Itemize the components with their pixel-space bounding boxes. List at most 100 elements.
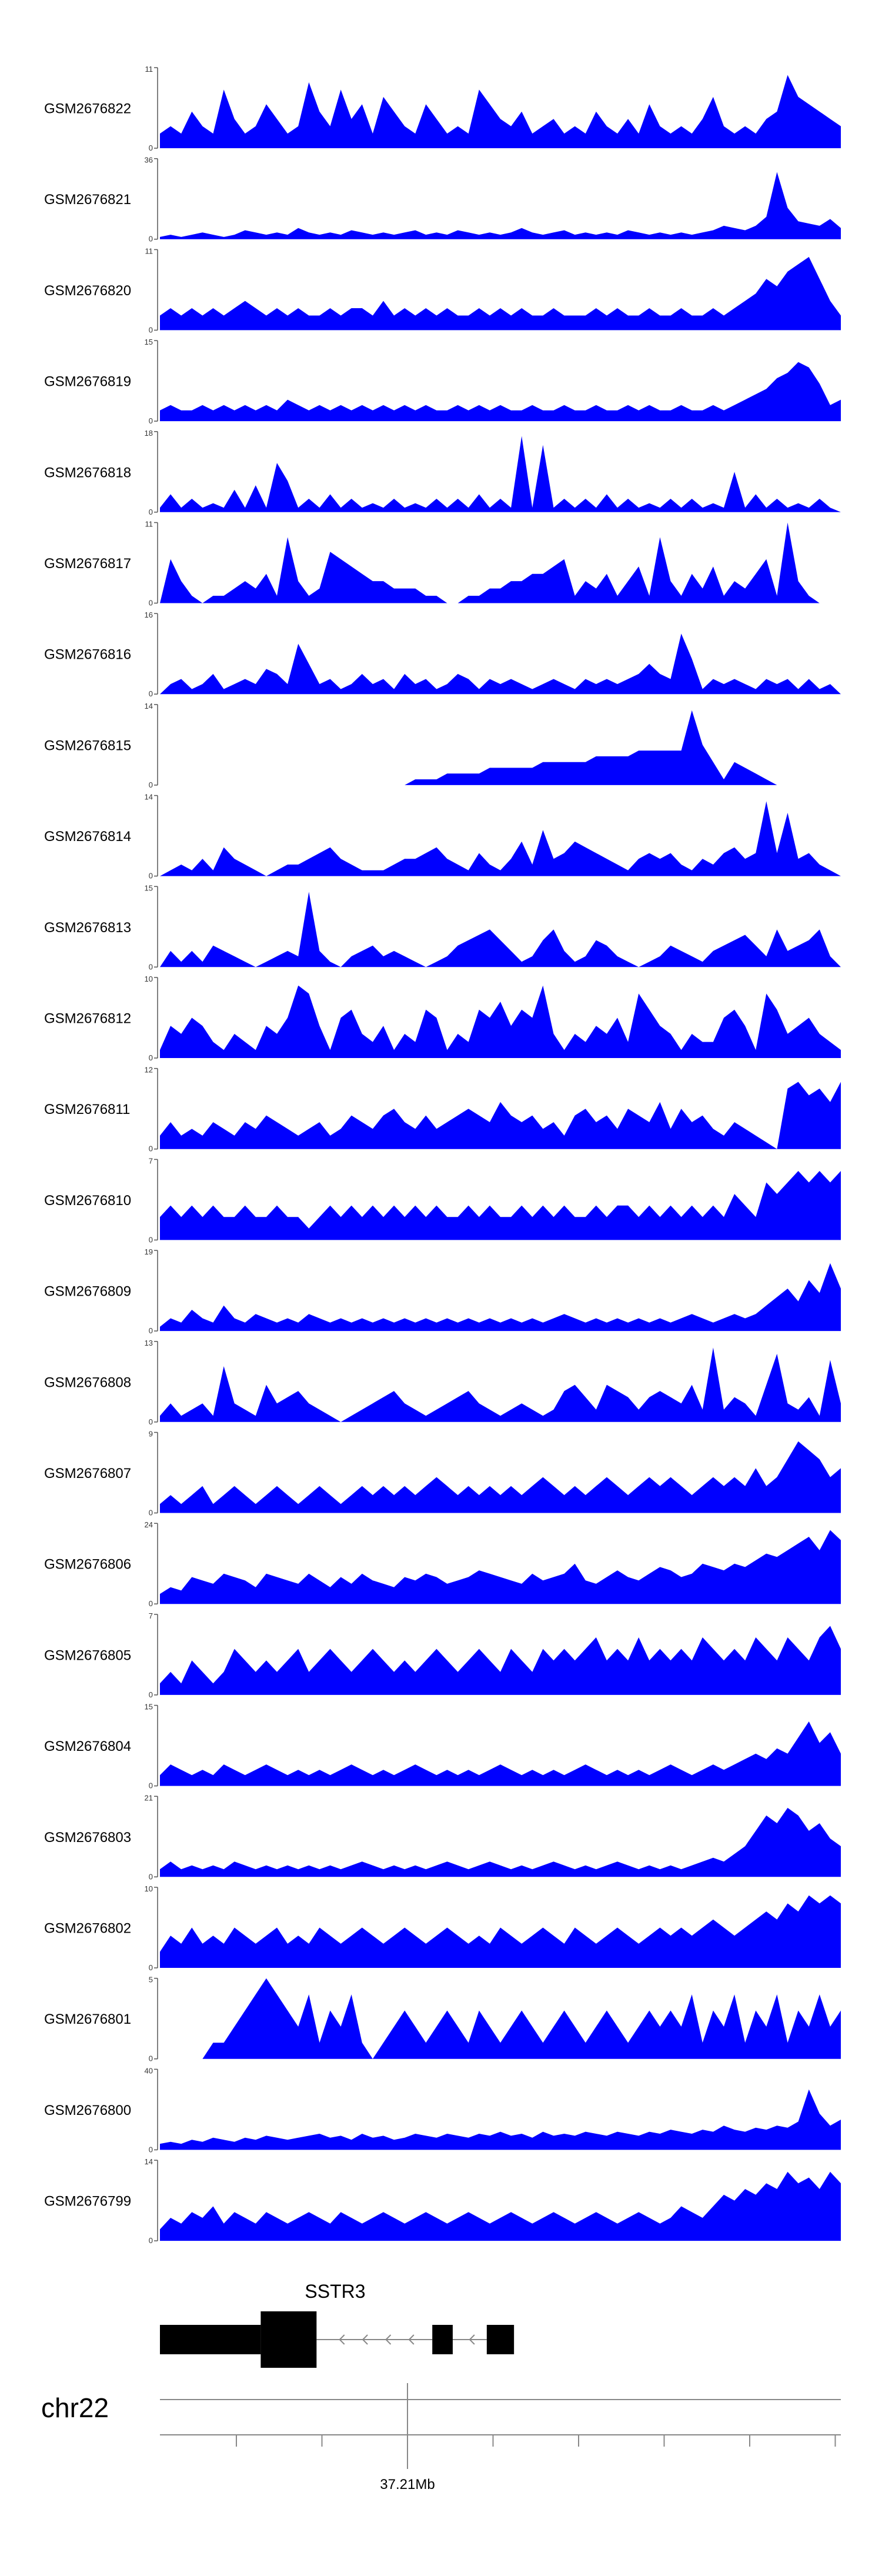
y-min-label: 0 <box>149 1144 153 1153</box>
y-max-label: 10 <box>145 1884 153 1893</box>
track-GSM2676820: GSM2676820 11 0 <box>44 246 841 334</box>
y-min-label: 0 <box>149 144 153 152</box>
coverage-area <box>160 1441 841 1513</box>
y-max-label: 16 <box>145 610 153 619</box>
track-GSM2676818: GSM2676818 18 0 <box>44 429 841 516</box>
coverage-tracks: GSM2676822110GSM2676821360GSM2676820110G… <box>44 65 841 2245</box>
coverage-area <box>160 172 841 239</box>
track-label: GSM2676805 <box>44 1647 131 1663</box>
y-min-label: 0 <box>149 599 153 608</box>
y-max-label: 19 <box>145 1247 153 1256</box>
track-label: GSM2676808 <box>44 1374 131 1390</box>
y-min-label: 0 <box>149 1872 153 1881</box>
coverage-area <box>160 1347 841 1422</box>
y-min-label: 0 <box>149 1235 153 1244</box>
track-label: GSM2676813 <box>44 920 131 936</box>
y-min-label: 0 <box>149 508 153 516</box>
track-GSM2676800: GSM2676800 40 0 <box>44 2066 841 2154</box>
strand-arrow <box>339 2334 345 2345</box>
y-min-label: 0 <box>149 325 153 334</box>
track-label: GSM2676810 <box>44 1193 131 1209</box>
strand-arrow <box>385 2334 392 2345</box>
gene-annotation-track: SSTR3 <box>160 2281 514 2368</box>
gene-exon <box>260 2311 317 2368</box>
y-max-label: 15 <box>145 883 153 892</box>
track-label: GSM2676815 <box>44 738 131 753</box>
coverage-area <box>160 801 841 876</box>
coverage-area <box>160 892 841 967</box>
track-GSM2676809: GSM2676809 19 0 <box>44 1247 841 1335</box>
genome-axis <box>160 2383 841 2469</box>
track-label: GSM2676819 <box>44 374 131 390</box>
track-GSM2676813: GSM2676813 15 0 <box>44 883 841 971</box>
track-GSM2676801: GSM2676801 5 0 <box>44 1976 841 2063</box>
y-max-label: 14 <box>145 793 153 802</box>
y-min-label: 0 <box>149 1326 153 1335</box>
track-label: GSM2676804 <box>44 1739 131 1754</box>
track-label: GSM2676820 <box>44 283 131 299</box>
y-min-label: 0 <box>149 962 153 971</box>
coverage-area <box>160 985 841 1058</box>
track-GSM2676805: GSM2676805 7 0 <box>44 1611 841 1699</box>
track-GSM2676811: GSM2676811 12 0 <box>44 1066 841 1153</box>
track-label: GSM2676806 <box>44 1557 131 1573</box>
track-label: GSM2676816 <box>44 647 131 663</box>
y-min-label: 0 <box>149 780 153 789</box>
y-max-label: 9 <box>149 1430 153 1439</box>
y-min-label: 0 <box>149 2054 153 2063</box>
coverage-area <box>160 633 841 695</box>
track-GSM2676814: GSM2676814 14 0 <box>44 793 841 880</box>
strand-arrow <box>469 2334 475 2345</box>
coverage-area <box>160 522 841 603</box>
y-min-label: 0 <box>149 1963 153 1972</box>
track-label: GSM2676801 <box>44 2011 131 2027</box>
coverage-area <box>160 256 841 331</box>
coverage-area <box>160 1626 841 1695</box>
strand-arrow <box>362 2334 368 2345</box>
track-GSM2676810: GSM2676810 7 0 <box>44 1156 841 1244</box>
gene-exon <box>160 2325 261 2354</box>
y-min-label: 0 <box>149 1053 153 1062</box>
track-label: GSM2676822 <box>44 101 131 117</box>
y-max-label: 7 <box>149 1156 153 1165</box>
coverage-area <box>160 1530 841 1604</box>
track-label: GSM2676803 <box>44 1830 131 1846</box>
coverage-area <box>160 75 841 148</box>
coverage-area <box>160 2171 841 2241</box>
chromosome-label: chr22 <box>41 2393 109 2423</box>
track-GSM2676806: GSM2676806 24 0 <box>44 1520 841 1608</box>
y-min-label: 0 <box>149 872 153 880</box>
y-max-label: 13 <box>145 1339 153 1347</box>
y-max-label: 14 <box>145 2157 153 2166</box>
coverage-area <box>160 436 841 512</box>
y-min-label: 0 <box>149 235 153 243</box>
track-label: GSM2676821 <box>44 192 131 208</box>
track-label: GSM2676802 <box>44 1921 131 1937</box>
strand-arrow <box>408 2334 415 2345</box>
y-min-label: 0 <box>149 1690 153 1699</box>
track-GSM2676812: GSM2676812 10 0 <box>44 975 841 1062</box>
coverage-area <box>160 1978 841 2059</box>
coverage-area <box>160 362 841 422</box>
track-GSM2676804: GSM2676804 15 0 <box>44 1703 841 1790</box>
track-GSM2676808: GSM2676808 13 0 <box>44 1339 841 1426</box>
y-min-label: 0 <box>149 2145 153 2154</box>
genome-axis-track: chr22 37.21Mb <box>41 2383 841 2492</box>
track-GSM2676815: GSM2676815 14 0 <box>44 702 841 789</box>
y-min-label: 0 <box>149 1599 153 1608</box>
track-GSM2676821: GSM2676821 36 0 <box>44 156 841 243</box>
gene-exon <box>432 2325 453 2354</box>
track-label: GSM2676800 <box>44 2103 131 2118</box>
y-min-label: 0 <box>149 1509 153 1517</box>
track-GSM2676822: GSM2676822 11 0 <box>44 65 841 152</box>
track-GSM2676807: GSM2676807 9 0 <box>44 1430 841 1517</box>
y-min-label: 0 <box>149 1781 153 1790</box>
y-max-label: 21 <box>145 1793 153 1802</box>
coverage-area <box>160 1263 841 1332</box>
y-max-label: 7 <box>149 1611 153 1620</box>
coverage-area <box>160 1721 841 1786</box>
axis-tick-label: 37.21Mb <box>380 2477 435 2492</box>
track-label: GSM2676814 <box>44 829 131 845</box>
coverage-area <box>160 2089 841 2150</box>
